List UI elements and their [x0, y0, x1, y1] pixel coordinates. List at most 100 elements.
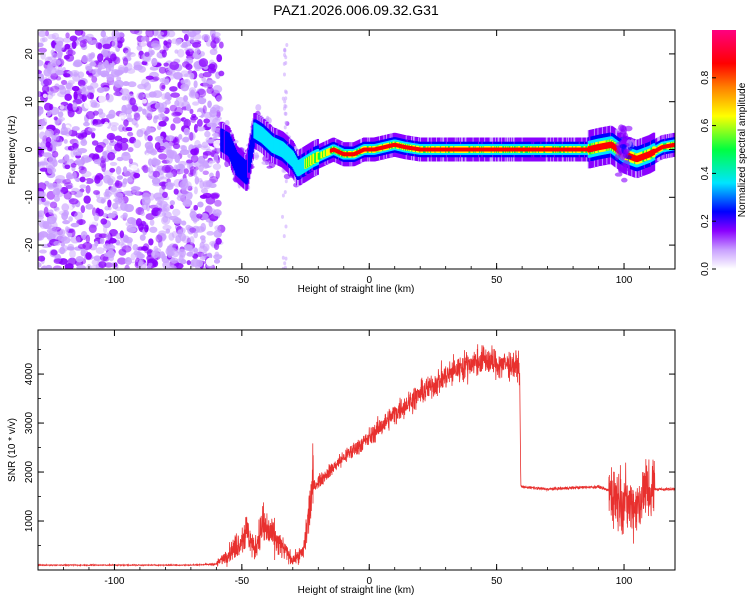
spectrogram-cell [212, 163, 222, 170]
spectrogram-cell [110, 125, 118, 132]
spectrogram-cell [137, 83, 147, 90]
spectrogram-cell [196, 259, 204, 268]
spectrogram-cell [87, 127, 96, 132]
spectrogram-cell [38, 91, 41, 97]
spectrogram-cell [207, 100, 212, 108]
spectrogram-cell [123, 119, 129, 127]
spectrogram-cell [95, 42, 102, 49]
spectrogram-cell [73, 71, 78, 78]
spectrogram-cell [673, 142, 675, 147]
spectrogram-cell [54, 43, 62, 53]
spectrogram-cell [98, 233, 108, 239]
spectrogram-cell [194, 176, 200, 185]
spectrogram-cell [206, 159, 216, 164]
bottom-x-axis-label: Height of straight line (km) [298, 585, 415, 596]
spectrogram-cell [140, 245, 149, 252]
spectrogram-cell [102, 151, 107, 159]
spectrogram-cell [179, 169, 184, 174]
spectrogram-cell [66, 103, 74, 112]
spectrogram-cell [119, 230, 125, 239]
spectrogram-cell [85, 203, 94, 210]
spectrogram-cell [47, 62, 54, 69]
spectrogram-cell [144, 51, 150, 57]
spectrogram-cell [93, 119, 102, 125]
spectrogram-cell [208, 63, 216, 69]
colorbar [712, 30, 736, 269]
spectrogram-cell [89, 265, 100, 269]
bottom-y-tick-label: 3000 [24, 412, 35, 435]
spectrogram-cell [205, 257, 214, 267]
colorbar-tick-label: 0.4 [700, 166, 711, 180]
spectrogram-cell [172, 117, 182, 124]
spectrogram-cell [198, 72, 205, 79]
spectrogram-cell [112, 202, 119, 210]
spectrogram-cell [157, 200, 163, 206]
spectrogram-cell [187, 185, 193, 191]
spectrogram-cell [215, 105, 224, 113]
spectrogram-cell [122, 57, 129, 66]
spectrogram-cell [79, 40, 87, 48]
spectrogram-cell [62, 219, 70, 225]
spectrogram-cell [215, 110, 221, 119]
spectrogram-cell [105, 103, 113, 110]
spectrogram-cell [94, 175, 101, 184]
spectrogram-cell [206, 122, 215, 128]
spectrogram-cell [172, 208, 181, 217]
spectrogram-cell [202, 181, 212, 190]
spectrogram-cell [91, 140, 99, 146]
spectrogram-cell [59, 86, 67, 95]
spectrogram-cell [88, 99, 98, 108]
spectrogram-cell [158, 146, 166, 151]
spectrogram-cell [55, 174, 65, 182]
spectrogram-cell [214, 251, 220, 257]
spectrogram-cell [192, 101, 200, 106]
spectrogram-cell [182, 199, 193, 207]
spectrogram-cell [137, 65, 147, 73]
spectrogram-cell [161, 164, 171, 174]
spectrogram-cell [41, 118, 48, 126]
spectrogram-cell [64, 263, 74, 269]
bottom-y-tick-label: 4000 [24, 363, 35, 386]
spectrogram-cell [144, 224, 149, 233]
spectrogram-cell [123, 190, 132, 195]
spectrogram-cell [80, 231, 88, 240]
spectrogram-cell [206, 230, 215, 236]
spectrogram-cell [138, 223, 144, 231]
spectrogram-cell [158, 153, 168, 160]
spectrogram-cell [189, 236, 195, 245]
spectrogram-cell [59, 246, 66, 255]
spectrogram-cell [140, 211, 145, 217]
spectrogram-cell [207, 67, 217, 74]
spectrogram-cell [114, 192, 124, 199]
spectrogram-cell [127, 217, 136, 225]
spectrogram-cell [159, 82, 166, 92]
spectrogram-cell [161, 85, 166, 90]
spectrogram-cell [121, 245, 132, 253]
spectrogram-cell [619, 144, 627, 149]
spectrogram-cell [104, 193, 111, 200]
colorbar-tick-label: 0.2 [700, 214, 711, 228]
spectrogram-cell [183, 168, 189, 175]
spectrogram-cell [175, 96, 186, 103]
spectrogram-cell [122, 126, 129, 132]
spectrogram-cell [142, 93, 153, 98]
spectrogram-cell [119, 142, 129, 151]
spectrogram-cell [100, 198, 106, 204]
top-y-tick-label: 0 [24, 146, 35, 152]
spectrogram-cell [213, 242, 220, 250]
spectrogram-cell [183, 127, 190, 136]
spectrogram-cell [165, 135, 176, 142]
spectrogram-cell [79, 176, 86, 183]
spectrogram-cell [152, 76, 160, 81]
spectrogram-cell [38, 124, 44, 130]
spectrogram-cell [54, 206, 60, 212]
spectrogram-cell [38, 212, 43, 218]
spectrogram-cell [122, 235, 129, 243]
spectrogram-cell [141, 196, 151, 206]
spectrogram-cell [218, 70, 225, 77]
spectrogram-cell [62, 178, 72, 185]
spectrogram-cell [185, 63, 193, 70]
spectrogram-cell [38, 59, 44, 67]
spectrogram-cell [73, 90, 78, 100]
spectrogram-cell [284, 256, 288, 261]
